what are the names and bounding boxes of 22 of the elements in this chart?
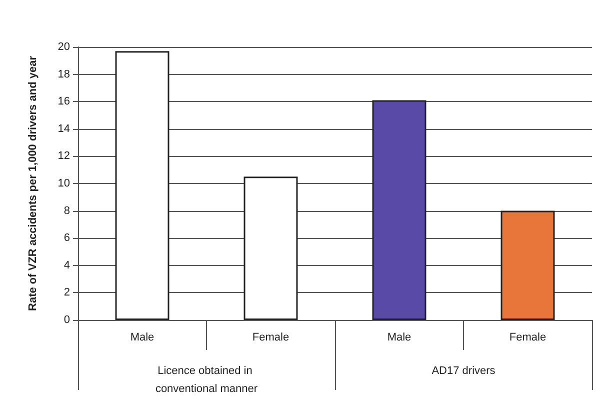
- y-tick-label: 2: [64, 286, 70, 299]
- x-tick-label: Male: [130, 332, 154, 344]
- x-tick-label: Male: [387, 332, 412, 344]
- y-tick-label: 4: [64, 259, 70, 272]
- bar: [500, 210, 555, 320]
- bar: [115, 51, 170, 320]
- y-tick-label: 14: [58, 122, 70, 135]
- x-tick-label: Female: [509, 332, 546, 344]
- bar: [372, 100, 426, 320]
- y-tick-label: 20: [58, 41, 70, 53]
- y-tick-label: 12: [58, 150, 70, 162]
- text: Licence obtained in conventional manner: [155, 365, 258, 395]
- bar: [244, 176, 298, 320]
- y-tick-label: 6: [64, 232, 70, 244]
- y-tick-label: 8: [64, 204, 70, 217]
- y-tick-label: 0: [64, 314, 70, 326]
- x-tick-label: Female: [252, 332, 290, 344]
- y-tick-label: 16: [58, 96, 70, 108]
- y-tick-label: 10: [58, 178, 70, 190]
- y-axis-title: Rate of VZR accidents per 1,000 drivers and year: [27, 55, 39, 311]
- text: AD17 drivers: [432, 365, 496, 377]
- y-tick-label: 18: [58, 68, 70, 80]
